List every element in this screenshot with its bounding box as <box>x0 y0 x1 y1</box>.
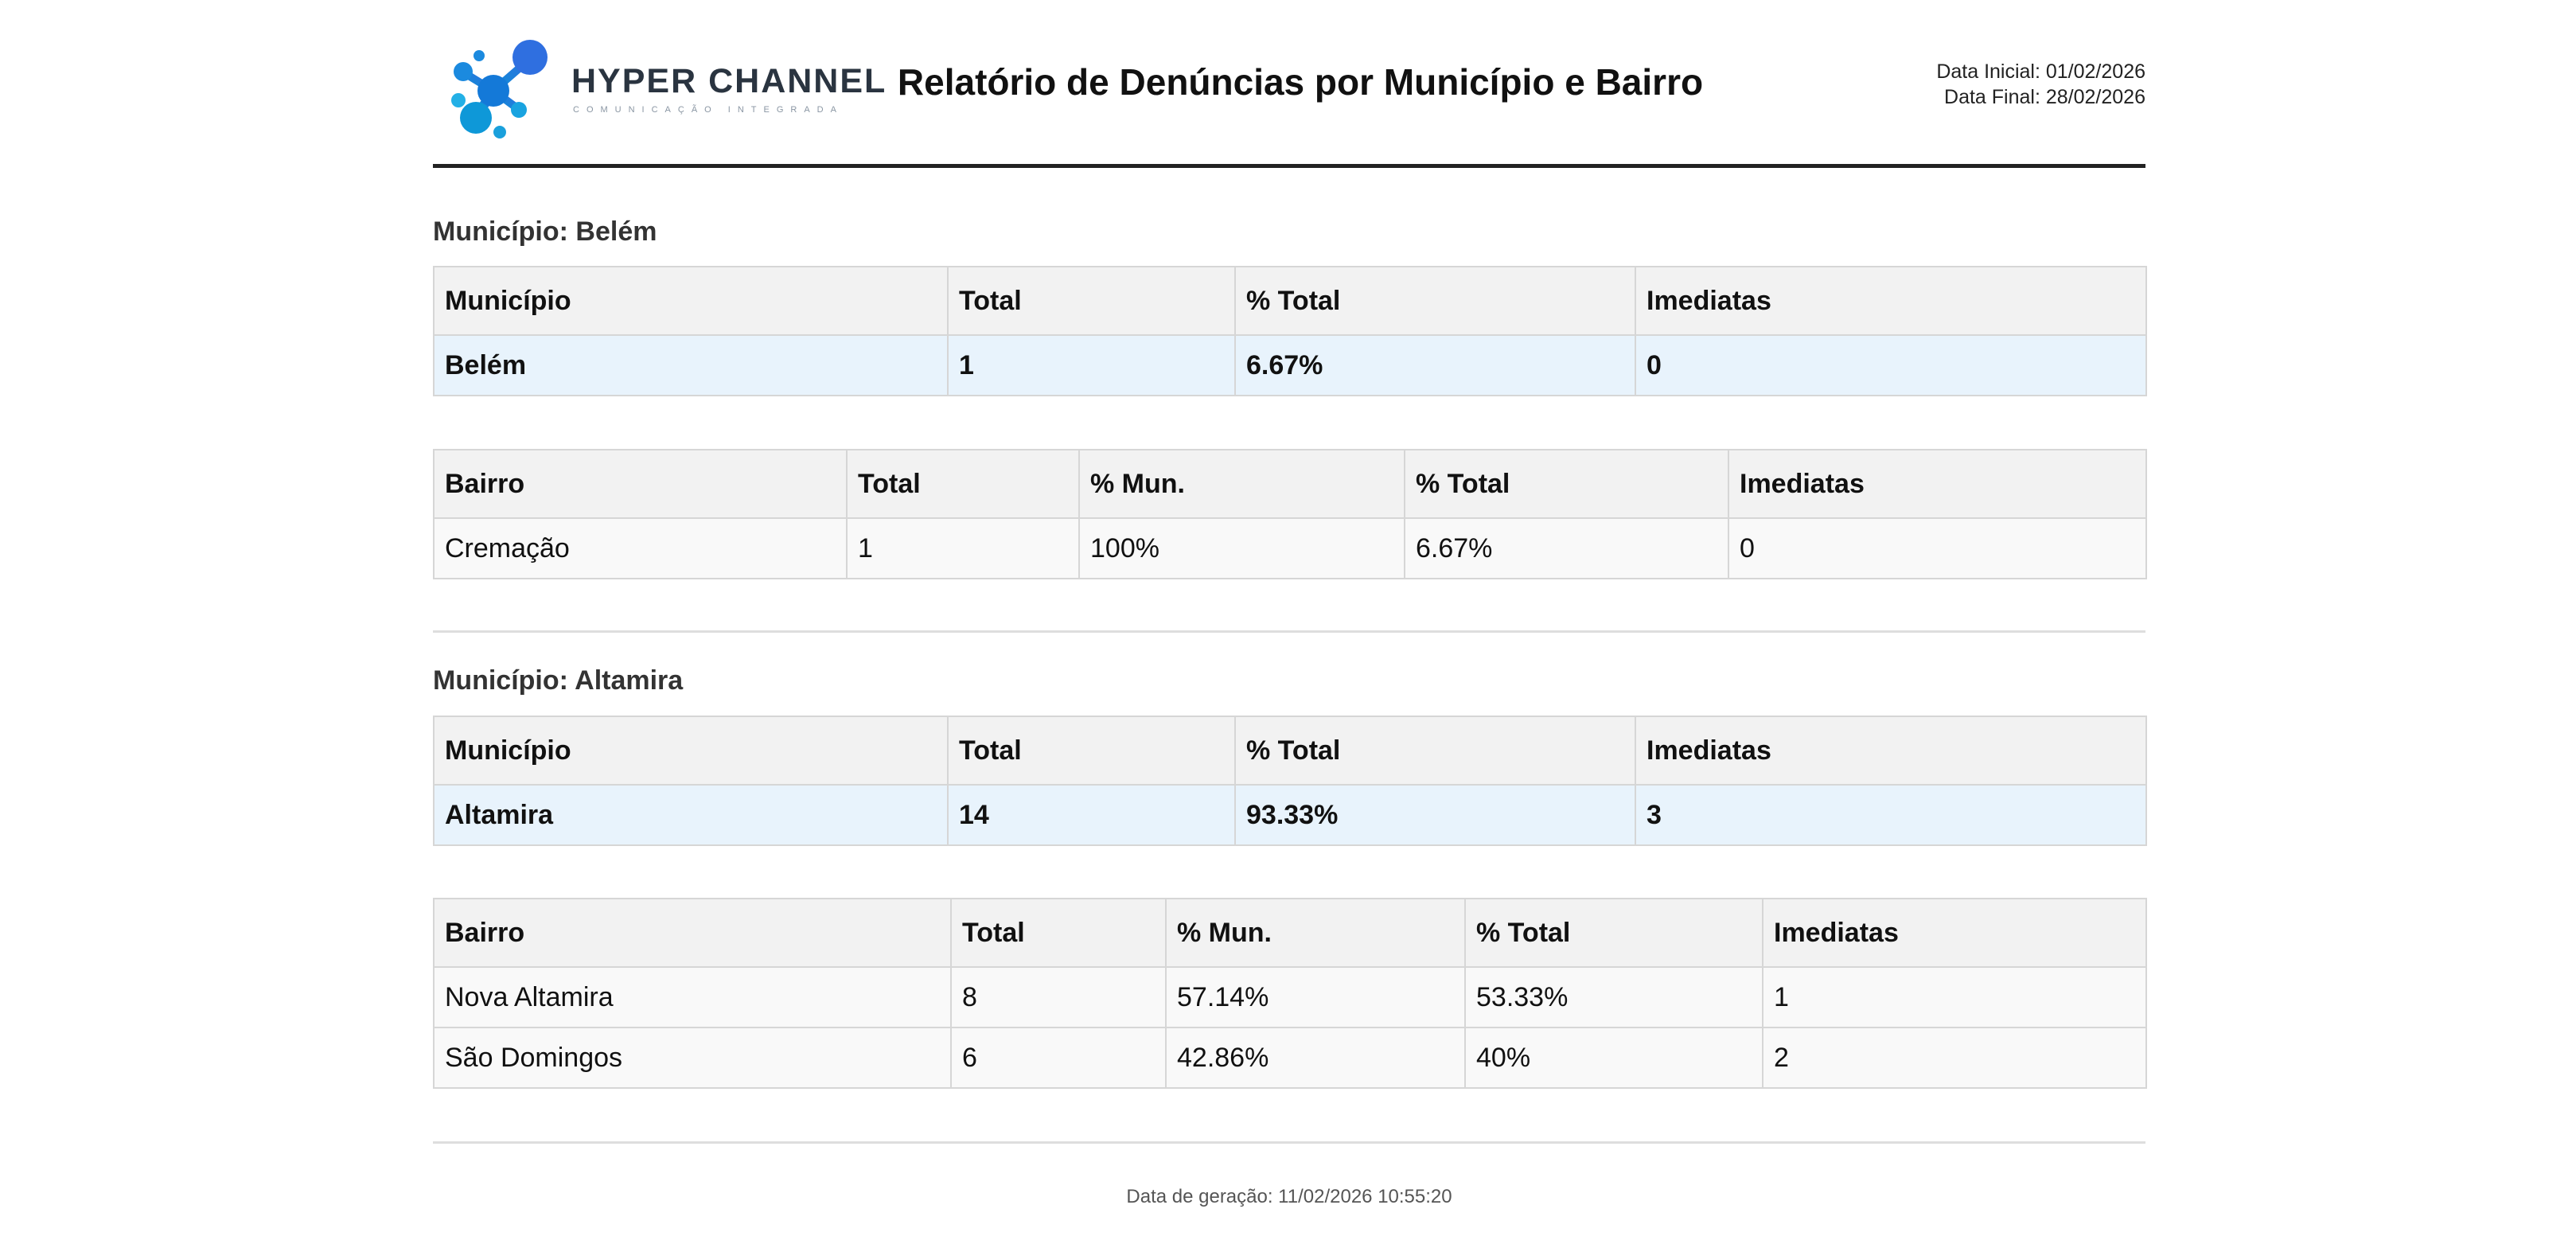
cell-pct-total: 6.67% <box>1234 334 1636 396</box>
cell-bairro: Nova Altamira <box>433 966 952 1028</box>
cell-imediatas: 1 <box>1762 966 2147 1028</box>
col-municipio: Município <box>433 716 949 786</box>
cell-pct-total: 53.33% <box>1464 966 1763 1028</box>
report-title: Relatório de Denúncias por Município e B… <box>897 61 1704 103</box>
col-total: Total <box>947 716 1236 786</box>
cell-imediatas: 0 <box>1728 517 2147 579</box>
cell-pct-total: 93.33% <box>1234 784 1636 846</box>
col-total: Total <box>950 898 1167 968</box>
table-row: São Domingos 6 42.86% 40% 2 <box>433 1027 2147 1089</box>
cell-municipio: Altamira <box>433 784 949 846</box>
cell-pct-total: 6.67% <box>1404 517 1729 579</box>
date-range: Data Inicial: 01/02/2026 Data Final: 28/… <box>1936 59 2145 110</box>
col-imediatas: Imediatas <box>1635 716 2147 786</box>
date-end: Data Final: 28/02/2026 <box>1944 86 2145 108</box>
cell-bairro: Cremação <box>433 517 848 579</box>
logo-name: HYPER CHANNEL <box>571 62 887 100</box>
table-header-row: Município Total % Total Imediatas <box>433 266 2147 336</box>
cell-pct-mun: 57.14% <box>1165 966 1466 1028</box>
municipio-table: Município Total % Total Imediatas Belém … <box>433 266 2147 396</box>
col-pct-total: % Total <box>1464 898 1763 968</box>
section-divider <box>433 630 2145 633</box>
logo-tagline: COMUNICAÇÃO INTEGRADA <box>573 105 844 115</box>
table-header-row: Bairro Total % Mun. % Total Imediatas <box>433 898 2147 968</box>
col-bairro: Bairro <box>433 898 952 968</box>
col-pct-total: % Total <box>1234 266 1636 336</box>
col-municipio: Município <box>433 266 949 336</box>
table-row: Belém 1 6.67% 0 <box>433 334 2147 396</box>
cell-total: 14 <box>947 784 1236 846</box>
municipio-heading: Município: Belém <box>433 216 657 247</box>
cell-pct-total: 40% <box>1464 1027 1763 1089</box>
bairro-table: Bairro Total % Mun. % Total Imediatas No… <box>433 898 2147 1089</box>
col-pct-mun: % Mun. <box>1078 449 1405 519</box>
col-pct-total: % Total <box>1234 716 1636 786</box>
col-imediatas: Imediatas <box>1762 898 2147 968</box>
cell-total: 8 <box>950 966 1167 1028</box>
table-header-row: Bairro Total % Mun. % Total Imediatas <box>433 449 2147 519</box>
table-row: Cremação 1 100% 6.67% 0 <box>433 517 2147 579</box>
municipio-table: Município Total % Total Imediatas Altami… <box>433 716 2147 846</box>
cell-pct-mun: 100% <box>1078 517 1405 579</box>
report-page: HYPER CHANNEL COMUNICAÇÃO INTEGRADA Rela… <box>433 0 2147 1240</box>
cell-total: 6 <box>950 1027 1167 1089</box>
report-header: HYPER CHANNEL COMUNICAÇÃO INTEGRADA Rela… <box>433 24 2145 168</box>
bairro-table: Bairro Total % Mun. % Total Imediatas Cr… <box>433 449 2147 579</box>
table-row: Altamira 14 93.33% 3 <box>433 784 2147 846</box>
col-pct-total: % Total <box>1404 449 1729 519</box>
hyper-channel-logo: HYPER CHANNEL COMUNICAÇÃO INTEGRADA <box>444 32 885 159</box>
col-pct-mun: % Mun. <box>1165 898 1466 968</box>
cell-bairro: São Domingos <box>433 1027 952 1089</box>
date-start: Data Inicial: 01/02/2026 <box>1936 60 2145 83</box>
cell-total: 1 <box>947 334 1236 396</box>
col-total: Total <box>846 449 1080 519</box>
cell-imediatas: 2 <box>1762 1027 2147 1089</box>
col-imediatas: Imediatas <box>1728 449 2147 519</box>
col-total: Total <box>947 266 1236 336</box>
generation-date: Data de geração: 11/02/2026 10:55:20 <box>1126 1186 1452 1207</box>
cell-total: 1 <box>846 517 1080 579</box>
table-row: Nova Altamira 8 57.14% 53.33% 1 <box>433 966 2147 1028</box>
footer-divider <box>433 1141 2145 1144</box>
cell-pct-mun: 42.86% <box>1165 1027 1466 1089</box>
cell-municipio: Belém <box>433 334 949 396</box>
table-header-row: Município Total % Total Imediatas <box>433 716 2147 786</box>
cell-imediatas: 3 <box>1635 784 2147 846</box>
cell-imediatas: 0 <box>1635 334 2147 396</box>
molecule-logo-icon <box>451 40 548 138</box>
col-bairro: Bairro <box>433 449 848 519</box>
municipio-heading: Município: Altamira <box>433 665 684 696</box>
col-imediatas: Imediatas <box>1635 266 2147 336</box>
